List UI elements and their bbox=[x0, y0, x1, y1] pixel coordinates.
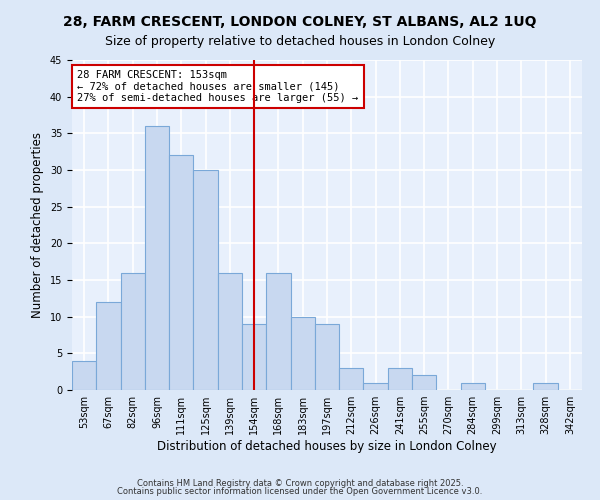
X-axis label: Distribution of detached houses by size in London Colney: Distribution of detached houses by size … bbox=[157, 440, 497, 453]
Bar bbox=[193, 170, 218, 390]
Bar bbox=[388, 368, 412, 390]
Bar bbox=[339, 368, 364, 390]
Bar bbox=[96, 302, 121, 390]
Bar bbox=[242, 324, 266, 390]
Bar bbox=[364, 382, 388, 390]
Bar bbox=[169, 156, 193, 390]
Bar bbox=[290, 316, 315, 390]
Bar bbox=[315, 324, 339, 390]
Bar bbox=[72, 360, 96, 390]
Bar bbox=[412, 376, 436, 390]
Text: 28 FARM CRESCENT: 153sqm
← 72% of detached houses are smaller (145)
27% of semi-: 28 FARM CRESCENT: 153sqm ← 72% of detach… bbox=[77, 70, 358, 103]
Text: Contains public sector information licensed under the Open Government Licence v3: Contains public sector information licen… bbox=[118, 487, 482, 496]
Text: Size of property relative to detached houses in London Colney: Size of property relative to detached ho… bbox=[105, 35, 495, 48]
Bar bbox=[218, 272, 242, 390]
Bar bbox=[461, 382, 485, 390]
Bar bbox=[145, 126, 169, 390]
Bar bbox=[533, 382, 558, 390]
Bar bbox=[121, 272, 145, 390]
Text: Contains HM Land Registry data © Crown copyright and database right 2025.: Contains HM Land Registry data © Crown c… bbox=[137, 478, 463, 488]
Bar bbox=[266, 272, 290, 390]
Y-axis label: Number of detached properties: Number of detached properties bbox=[31, 132, 44, 318]
Text: 28, FARM CRESCENT, LONDON COLNEY, ST ALBANS, AL2 1UQ: 28, FARM CRESCENT, LONDON COLNEY, ST ALB… bbox=[63, 15, 537, 29]
